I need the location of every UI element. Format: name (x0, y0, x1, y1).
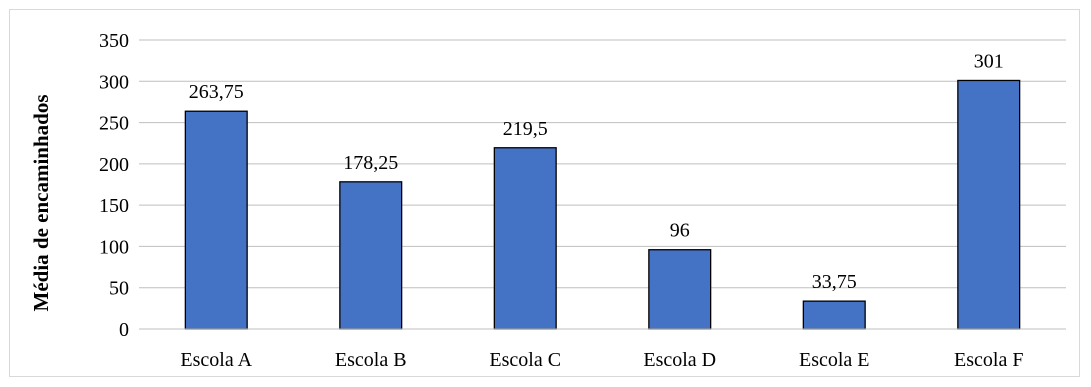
bars (184, 79, 1021, 330)
bar (802, 300, 866, 330)
bar (339, 181, 403, 330)
data-label: 263,75 (189, 81, 244, 103)
data-label: 33,75 (812, 271, 857, 293)
y-tick-label: 100 (99, 236, 129, 258)
bar (957, 79, 1021, 330)
y-tick-label: 200 (99, 154, 129, 176)
data-label: 178,25 (343, 152, 398, 174)
y-tick-label: 0 (119, 319, 129, 341)
y-axis-ticks: 0 50 100 150 200 250 300 350 (99, 30, 129, 341)
data-label: 96 (670, 220, 690, 242)
y-tick-label: 300 (99, 71, 129, 93)
y-tick-label: 250 (99, 113, 129, 135)
data-labels: 263,75 178,25 219,5 96 33,75 301 (189, 50, 1004, 293)
x-tick-label: Escola B (335, 349, 407, 371)
y-tick-label: 350 (99, 30, 129, 52)
x-tick-label: Escola A (180, 349, 252, 371)
y-tick-label: 50 (109, 278, 129, 300)
y-axis-label: Média de encaminhados (29, 94, 53, 311)
data-label: 219,5 (503, 118, 548, 140)
x-tick-label: Escola F (954, 349, 1023, 371)
data-label: 301 (974, 50, 1004, 72)
gridlines (139, 39, 1066, 289)
x-tick-label: Escola D (643, 349, 716, 371)
x-axis-ticks: Escola A Escola B Escola C Escola D Escola E… (180, 349, 1023, 371)
bar (648, 249, 712, 330)
bar (493, 147, 557, 330)
y-tick-label: 150 (99, 195, 129, 217)
x-tick-label: Escola C (489, 349, 561, 371)
x-tick-label: Escola E (799, 349, 870, 371)
bar (184, 110, 248, 330)
